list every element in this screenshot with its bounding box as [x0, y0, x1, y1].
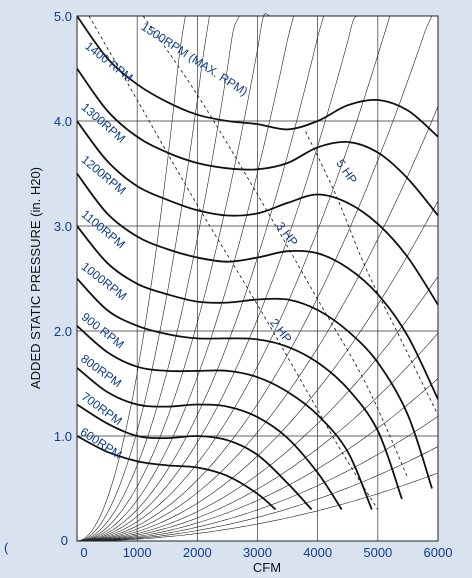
y-tick-labels: 0 1.0 2.0 3.0 4.0 5.0	[54, 9, 72, 548]
y-tick-label: 2.0	[54, 324, 72, 339]
system-curve	[76, 13, 270, 542]
system-curves	[76, 13, 439, 542]
stray-mark: (	[4, 540, 9, 555]
rpm-curve	[76, 435, 277, 511]
y-tick-label: 0	[61, 533, 68, 548]
rpm-curve	[76, 67, 439, 217]
system-curve	[76, 15, 433, 542]
rpm-curve	[76, 120, 439, 306]
x-axis-title: CFM	[253, 560, 281, 575]
hp-line	[142, 15, 409, 479]
x-tick-label: 2000	[183, 545, 212, 560]
x-tick-label: 6000	[424, 545, 453, 560]
grid-lines	[77, 16, 438, 541]
x-tick-labels: 0 1000 2000 3000 4000 5000 6000	[80, 545, 452, 560]
hp-line	[88, 15, 379, 510]
rpm-curve	[76, 367, 343, 510]
horsepower-lines	[88, 15, 439, 510]
rpm-curve	[76, 277, 403, 500]
system-curve	[76, 378, 439, 542]
x-tick-label: 0	[80, 545, 87, 560]
rpm-curve	[76, 403, 313, 511]
y-tick-label: 3.0	[54, 219, 72, 234]
system-curve	[76, 106, 439, 542]
system-curve	[76, 15, 294, 542]
system-curve	[76, 15, 324, 542]
system-curve	[76, 276, 439, 542]
system-curve	[76, 15, 391, 542]
x-tick-label: 1000	[123, 545, 152, 560]
system-curve	[76, 472, 439, 542]
system-curve	[76, 416, 439, 542]
system-curve	[76, 15, 240, 542]
x-tick-label: 3000	[243, 545, 272, 560]
system-curve	[76, 446, 439, 542]
system-curve	[76, 15, 210, 542]
rpm-curve	[76, 172, 439, 400]
rpm-curves	[76, 15, 439, 511]
plot-border	[76, 15, 439, 542]
rpm-curve	[76, 15, 439, 138]
system-curve	[76, 332, 439, 542]
y-tick-label: 1.0	[54, 429, 72, 444]
x-tick-label: 5000	[363, 545, 392, 560]
rpm-curve	[76, 225, 433, 489]
y-tick-label: 5.0	[54, 9, 72, 24]
hp-line	[305, 131, 439, 416]
y-axis-title: ADDED STATIC PRESSURE (in. H20)	[28, 167, 43, 389]
y-tick-label: 4.0	[54, 114, 72, 129]
system-curve	[76, 15, 186, 542]
rpm-curve	[76, 325, 373, 510]
x-tick-label: 4000	[303, 545, 332, 560]
